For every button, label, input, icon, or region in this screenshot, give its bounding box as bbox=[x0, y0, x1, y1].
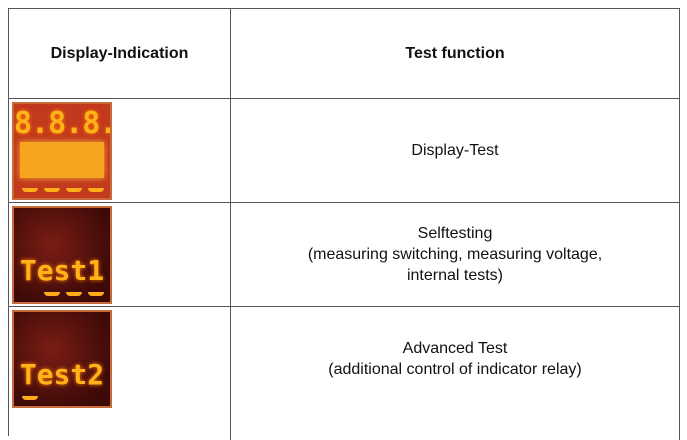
led-bar bbox=[66, 188, 82, 192]
display-text: 8.8.8.8 bbox=[14, 106, 110, 141]
header-cell: Display-Indication bbox=[8, 8, 230, 98]
display-cell: 8.8.8.8 bbox=[8, 98, 230, 202]
led-bar bbox=[44, 188, 60, 192]
led-bar bbox=[44, 292, 60, 296]
display-cell: Test1 bbox=[8, 202, 230, 306]
display-text: Test2 bbox=[19, 358, 105, 391]
display-block bbox=[20, 142, 104, 178]
led-bar bbox=[66, 292, 82, 296]
display-text: Test1 bbox=[19, 254, 105, 287]
display-image: 8.8.8.8 bbox=[12, 102, 112, 200]
function-text: (measuring switching, measuring voltage, bbox=[307, 246, 603, 263]
led-bar bbox=[88, 292, 104, 296]
display-cell: Test2 bbox=[8, 306, 230, 436]
function-text: (additional control of indicator relay) bbox=[328, 360, 582, 378]
function-cell: Selftesting (measuring switching, measuri… bbox=[230, 202, 680, 306]
function-cell: Advanced Test (additional control of indi… bbox=[230, 306, 680, 410]
function-text: Advanced Test bbox=[402, 339, 508, 357]
function-text: internal tests) bbox=[406, 267, 504, 284]
display-image: Test2 bbox=[12, 310, 112, 408]
led-bar bbox=[88, 188, 104, 192]
display-image: Test1 bbox=[12, 206, 112, 304]
header-text: Test function bbox=[405, 44, 505, 62]
function-text: Display-Test bbox=[411, 142, 499, 159]
led-bar bbox=[22, 396, 38, 400]
header-cell: Test function bbox=[230, 8, 680, 98]
led-bar bbox=[22, 188, 38, 192]
function-text: Selftesting bbox=[417, 225, 493, 242]
cell-continuation bbox=[230, 410, 680, 440]
function-cell: Display-Test bbox=[230, 98, 680, 202]
header-text: Display-Indication bbox=[50, 44, 189, 62]
